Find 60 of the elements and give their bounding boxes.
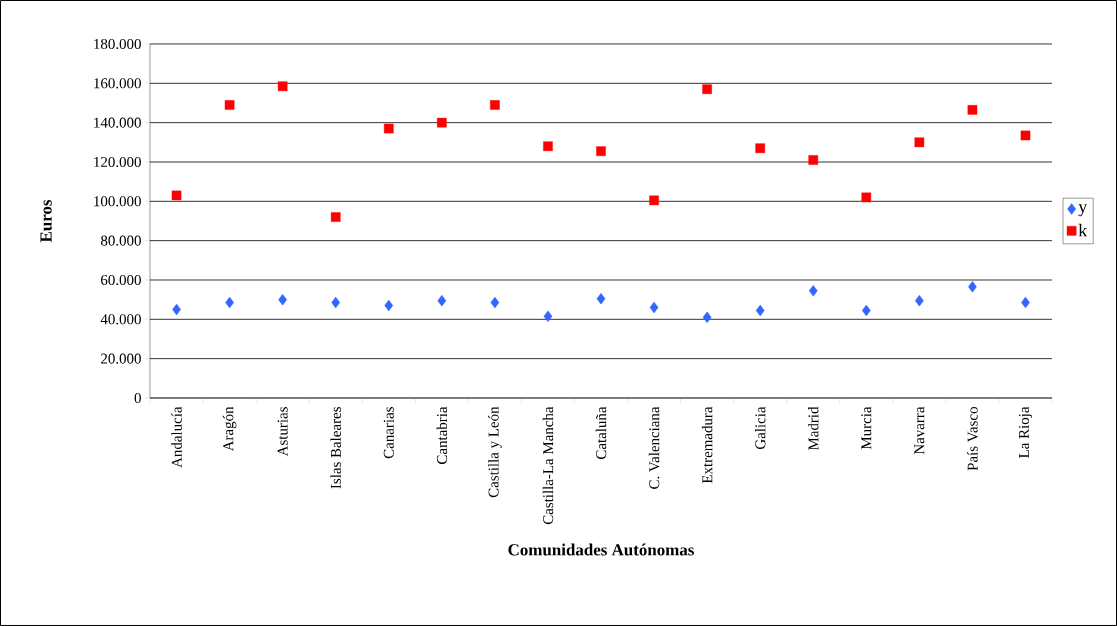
x-tick-label: C. Valenciana [648,406,660,489]
point [755,143,765,154]
point [596,146,606,156]
x-tick-label: Aragón [222,406,237,452]
x-tick-label: Extremadura [701,406,713,484]
point [543,141,553,152]
x-tick-label: Islas Baleares [330,407,341,489]
point [968,281,977,293]
point [808,285,818,297]
point [861,192,872,203]
point [649,195,659,206]
y-axis-title: Euros [40,199,52,243]
point [967,105,978,115]
y-tick-label: 160.000 [94,78,141,89]
legend-label: k [1078,223,1088,237]
point [596,292,606,305]
y-tick-label: 60.000 [101,274,141,286]
x-tick-label: País Vasco [967,407,978,471]
point [543,310,553,323]
point [702,84,712,95]
point [490,296,500,309]
y-tick-label: 80.000 [100,235,141,246]
x-tick-label: Canarias [383,407,394,459]
point [331,296,341,309]
x-tick-label: Cantabria [436,406,448,464]
y-tick-label: 120.000 [94,156,141,168]
point [437,117,447,128]
x-tick-label: Murcia [861,406,872,450]
legend-label: y [1078,204,1088,217]
point [914,137,925,148]
x-tick-label: Galicia [754,406,766,450]
y-tick-label: 100.000 [94,196,141,207]
x-tick-label: Castilla y León [488,406,502,498]
point [755,304,765,317]
y-tick-label: 140.000 [94,117,141,128]
point [437,294,447,307]
point [861,304,871,317]
point [702,311,712,324]
x-tick-label: Navarra [914,406,925,455]
point [277,81,288,92]
y-tick-label: 180.000 [94,38,141,50]
point [224,100,235,110]
x-axis-title: Comunidades Autónomas [508,543,694,556]
point [490,100,500,110]
y-tick-label: 20.000 [101,353,141,364]
y-tick-label: 40.000 [100,314,141,325]
x-tick-label: Andalucía [171,406,182,468]
x-tick-label: Asturias [277,407,288,457]
x-tick-label: Castilla-La Mancha [542,406,554,525]
point [1020,130,1031,141]
x-tick-label: Cataluña [595,406,607,460]
x-tick-label: La Rioja [1018,406,1033,458]
point [171,190,182,201]
x-tick-label: Madrid [808,406,819,451]
point [649,301,659,314]
point [384,299,394,312]
point [383,123,394,134]
point [808,155,819,165]
point [330,212,341,222]
y-tick-label: 0 [134,392,141,404]
